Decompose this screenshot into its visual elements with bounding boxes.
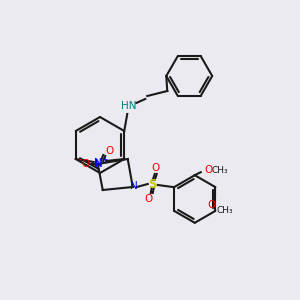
- Text: CH₃: CH₃: [212, 166, 228, 175]
- Text: N: N: [95, 159, 103, 169]
- Text: -: -: [79, 155, 82, 164]
- Text: +: +: [102, 155, 108, 164]
- Text: N: N: [130, 181, 138, 191]
- Text: CH₃: CH₃: [216, 206, 233, 214]
- Text: O: O: [105, 146, 113, 156]
- Text: O: O: [152, 163, 160, 173]
- Text: O: O: [145, 194, 153, 204]
- Text: S: S: [148, 178, 157, 190]
- Text: O: O: [205, 165, 213, 175]
- Text: HN: HN: [122, 101, 137, 111]
- Text: O: O: [207, 200, 215, 210]
- Text: N: N: [94, 158, 102, 168]
- Text: O: O: [81, 159, 89, 169]
